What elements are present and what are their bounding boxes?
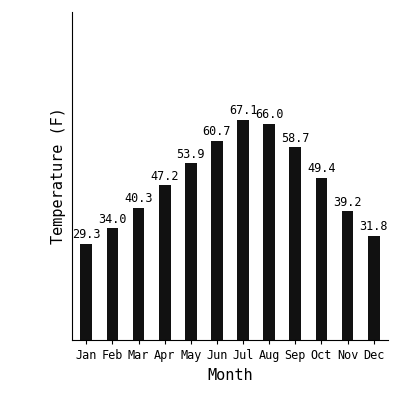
Text: 31.8: 31.8 xyxy=(359,220,388,233)
Bar xyxy=(342,212,353,340)
X-axis label: Month: Month xyxy=(207,368,253,382)
Y-axis label: Temperature (F): Temperature (F) xyxy=(52,108,66,244)
Text: 60.7: 60.7 xyxy=(203,125,231,138)
Text: 34.0: 34.0 xyxy=(98,213,127,226)
Text: 40.3: 40.3 xyxy=(124,192,153,205)
Text: 49.4: 49.4 xyxy=(307,162,336,175)
Text: 67.1: 67.1 xyxy=(229,104,257,117)
Text: 29.3: 29.3 xyxy=(72,228,101,241)
Bar xyxy=(80,244,92,340)
Bar xyxy=(185,163,197,340)
Bar xyxy=(159,185,170,340)
Bar xyxy=(133,208,144,340)
Text: 39.2: 39.2 xyxy=(333,196,362,209)
Bar xyxy=(107,228,118,340)
Bar xyxy=(316,178,327,340)
Text: 53.9: 53.9 xyxy=(176,148,205,160)
Bar xyxy=(263,124,275,340)
Bar xyxy=(290,148,301,340)
Bar xyxy=(237,120,249,340)
Bar xyxy=(211,141,223,340)
Text: 47.2: 47.2 xyxy=(150,170,179,182)
Text: 58.7: 58.7 xyxy=(281,132,310,145)
Text: 66.0: 66.0 xyxy=(255,108,284,121)
Bar xyxy=(368,236,380,340)
